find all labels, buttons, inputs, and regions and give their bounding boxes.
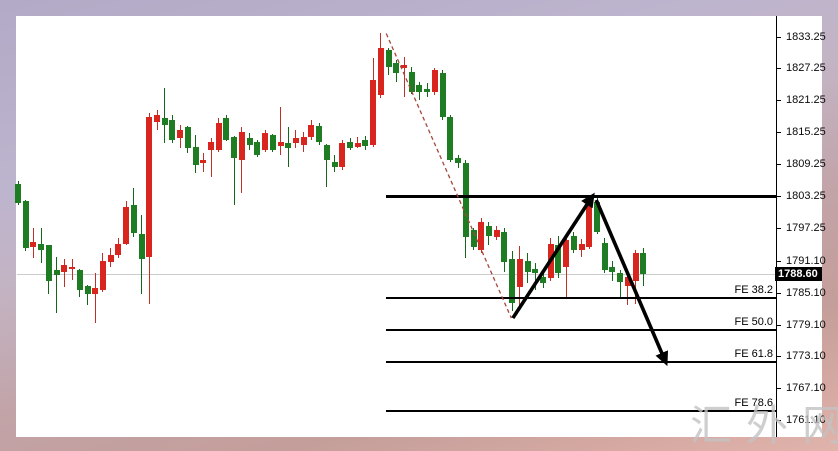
current-price-tag: 1788.60 bbox=[775, 267, 822, 281]
dashed-downtrend-line[interactable] bbox=[385, 33, 512, 319]
up-projection-arrow[interactable] bbox=[511, 192, 595, 320]
current-price-value: 1788.60 bbox=[778, 268, 818, 280]
price-axis-line bbox=[776, 16, 777, 437]
watermark: 汇外网 bbox=[690, 402, 838, 449]
down-projection-arrow[interactable] bbox=[594, 199, 669, 367]
current-price-line bbox=[17, 274, 776, 275]
